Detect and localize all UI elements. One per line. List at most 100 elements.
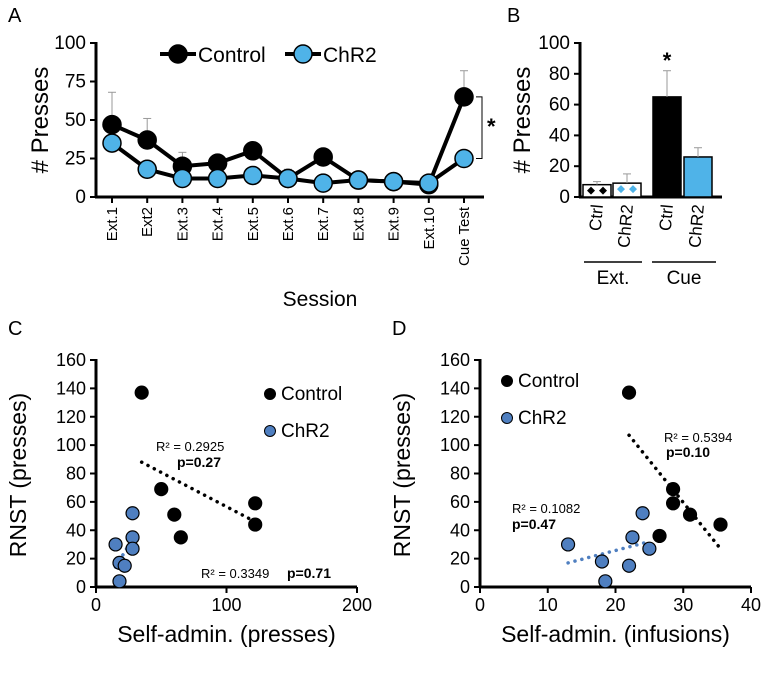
data-point-chr2 — [125, 506, 140, 521]
p-value-chr2: p=0.47 — [512, 516, 556, 532]
group-label-cue: Cue — [667, 268, 702, 289]
panel-label-a: A — [8, 5, 22, 27]
y-tick-label: 50 — [65, 110, 86, 131]
y-tick-label: 40 — [450, 520, 470, 540]
data-point-chr2 — [112, 574, 127, 589]
data-point-chr2 — [625, 530, 640, 545]
y-axis-label: RNST (presses) — [389, 393, 415, 557]
data-point-control — [154, 482, 169, 497]
data-point-chr2 — [243, 165, 263, 186]
y-tick-label: 100 — [538, 33, 570, 54]
x-axis-label: Self-admin. (infusions) — [501, 621, 730, 647]
x-tick-label: 30 — [673, 595, 693, 615]
x-tick-label: Ext.1 — [104, 207, 121, 241]
y-tick-label: 100 — [54, 33, 86, 54]
data-point-control — [682, 507, 698, 522]
x-tick-label: ChR2 — [685, 204, 708, 249]
y-tick-label: 25 — [65, 149, 86, 170]
data-point-control — [248, 517, 263, 532]
y-tick-label: 160 — [56, 350, 86, 370]
x-tick-label: Ext.6 — [280, 207, 297, 241]
y-tick-label: 0 — [460, 577, 470, 597]
x-tick-label: Ext2 — [139, 207, 156, 237]
x-axis-label: Self-admin. (presses) — [117, 621, 336, 647]
data-point-chr2 — [598, 574, 613, 589]
legend-label-control: Control — [518, 371, 579, 392]
r-squared-chr2: R² = 0.1082 — [512, 501, 580, 516]
data-point-chr2 — [621, 558, 637, 573]
y-axis-label: RNST (presses) — [5, 393, 31, 557]
bar-pattern-diamond — [629, 185, 637, 194]
data-point-chr2 — [125, 541, 140, 556]
data-point-control — [621, 385, 637, 400]
y-tick-label: 20 — [549, 156, 570, 177]
legend-label-chr2: ChR2 — [281, 421, 330, 442]
r-squared-chr2: R² = 0.3349 — [201, 566, 269, 581]
legend-marker-control — [501, 375, 513, 387]
p-value-control: p=0.10 — [666, 444, 710, 460]
y-tick-label: 100 — [440, 435, 470, 455]
r-squared-control: R² = 0.2925 — [156, 439, 224, 454]
panel-label-c: C — [8, 318, 22, 340]
data-point-control — [243, 141, 263, 161]
data-point-control — [173, 530, 188, 545]
data-point-control — [454, 87, 474, 107]
significance-star: * — [487, 114, 496, 139]
x-tick-label: 100 — [211, 595, 241, 615]
x-tick-label: Ext.5 — [245, 207, 262, 241]
y-tick-label: 80 — [66, 464, 86, 484]
data-point-chr2 — [454, 148, 474, 169]
x-tick-label: Ext.9 — [386, 207, 403, 241]
bar-chr2-ext — [612, 182, 642, 198]
bar-chr2-cue — [683, 156, 713, 198]
p-value-control: p=0.27 — [177, 454, 221, 470]
legend-label-control: Control — [281, 384, 342, 405]
data-point-chr2 — [117, 558, 132, 573]
x-tick-label: 20 — [605, 595, 625, 615]
trendline-control — [139, 460, 257, 524]
data-point-control — [167, 507, 182, 522]
y-tick-label: 60 — [66, 492, 86, 512]
bar-ctrl-cue — [652, 96, 682, 198]
data-point-control — [665, 496, 681, 511]
x-tick-label: 10 — [538, 595, 558, 615]
data-point-chr2 — [108, 537, 123, 552]
legend-marker-control — [168, 44, 188, 64]
y-tick-label: 80 — [549, 64, 570, 85]
x-tick-label: Ext.8 — [350, 207, 367, 241]
r-squared-control: R² = 0.5394 — [664, 430, 732, 445]
legend-marker-control — [264, 388, 276, 400]
data-point-chr2 — [419, 173, 439, 193]
significance-bracket — [476, 96, 483, 159]
data-point-chr2 — [278, 168, 298, 189]
data-point-control — [665, 482, 681, 497]
x-tick-label: Ctrl — [586, 204, 607, 232]
y-axis-label: # Presses — [27, 67, 54, 174]
bar-pattern-diamond — [587, 186, 595, 195]
data-point-control — [248, 496, 263, 511]
x-axis-label: Session — [283, 288, 358, 311]
x-tick-label: Ext.10 — [421, 207, 438, 250]
y-axis-label: # Presses — [509, 67, 536, 174]
data-point-chr2 — [137, 159, 157, 180]
trendline-chr2 — [566, 539, 652, 565]
data-point-chr2 — [348, 170, 369, 190]
y-tick-label: 20 — [450, 549, 470, 569]
legend-label-chr2: ChR2 — [518, 408, 567, 429]
panel-label-d: D — [392, 318, 406, 340]
panel-label-b: B — [507, 5, 520, 27]
data-point-chr2 — [313, 173, 333, 193]
y-tick-label: 0 — [76, 577, 86, 597]
data-point-control — [652, 528, 667, 544]
y-tick-label: 20 — [66, 549, 86, 569]
data-point-chr2 — [560, 537, 576, 552]
x-tick-label: Ext.7 — [315, 207, 332, 241]
legend-label-chr2: ChR2 — [323, 44, 377, 67]
trendline-control — [627, 433, 723, 551]
data-point-chr2 — [172, 168, 193, 189]
data-point-control — [313, 147, 333, 167]
data-point-control — [137, 130, 157, 150]
legend-label-control: Control — [198, 44, 266, 67]
data-point-control — [713, 517, 728, 532]
